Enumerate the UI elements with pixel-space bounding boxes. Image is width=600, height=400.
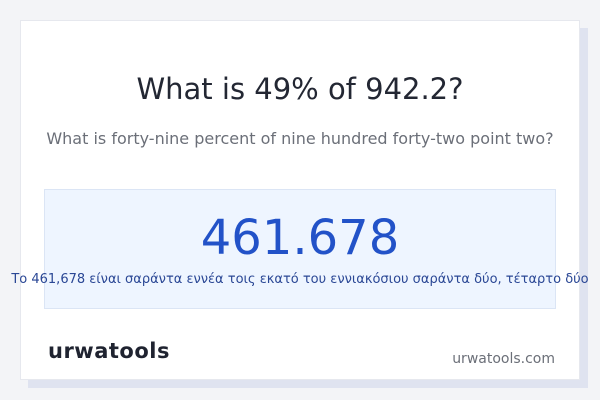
result-box [44,189,556,309]
subtitle: What is forty-nine percent of nine hundr… [46,129,554,148]
result-words: Το 461,678 είναι σαράντα εννέα τοις εκατ… [11,272,589,287]
title: What is 49% of 942.2? [136,72,464,106]
logo: urwatools [48,339,170,363]
site-link[interactable]: urwatools.com [452,351,555,367]
result: 461.678 [200,210,400,266]
